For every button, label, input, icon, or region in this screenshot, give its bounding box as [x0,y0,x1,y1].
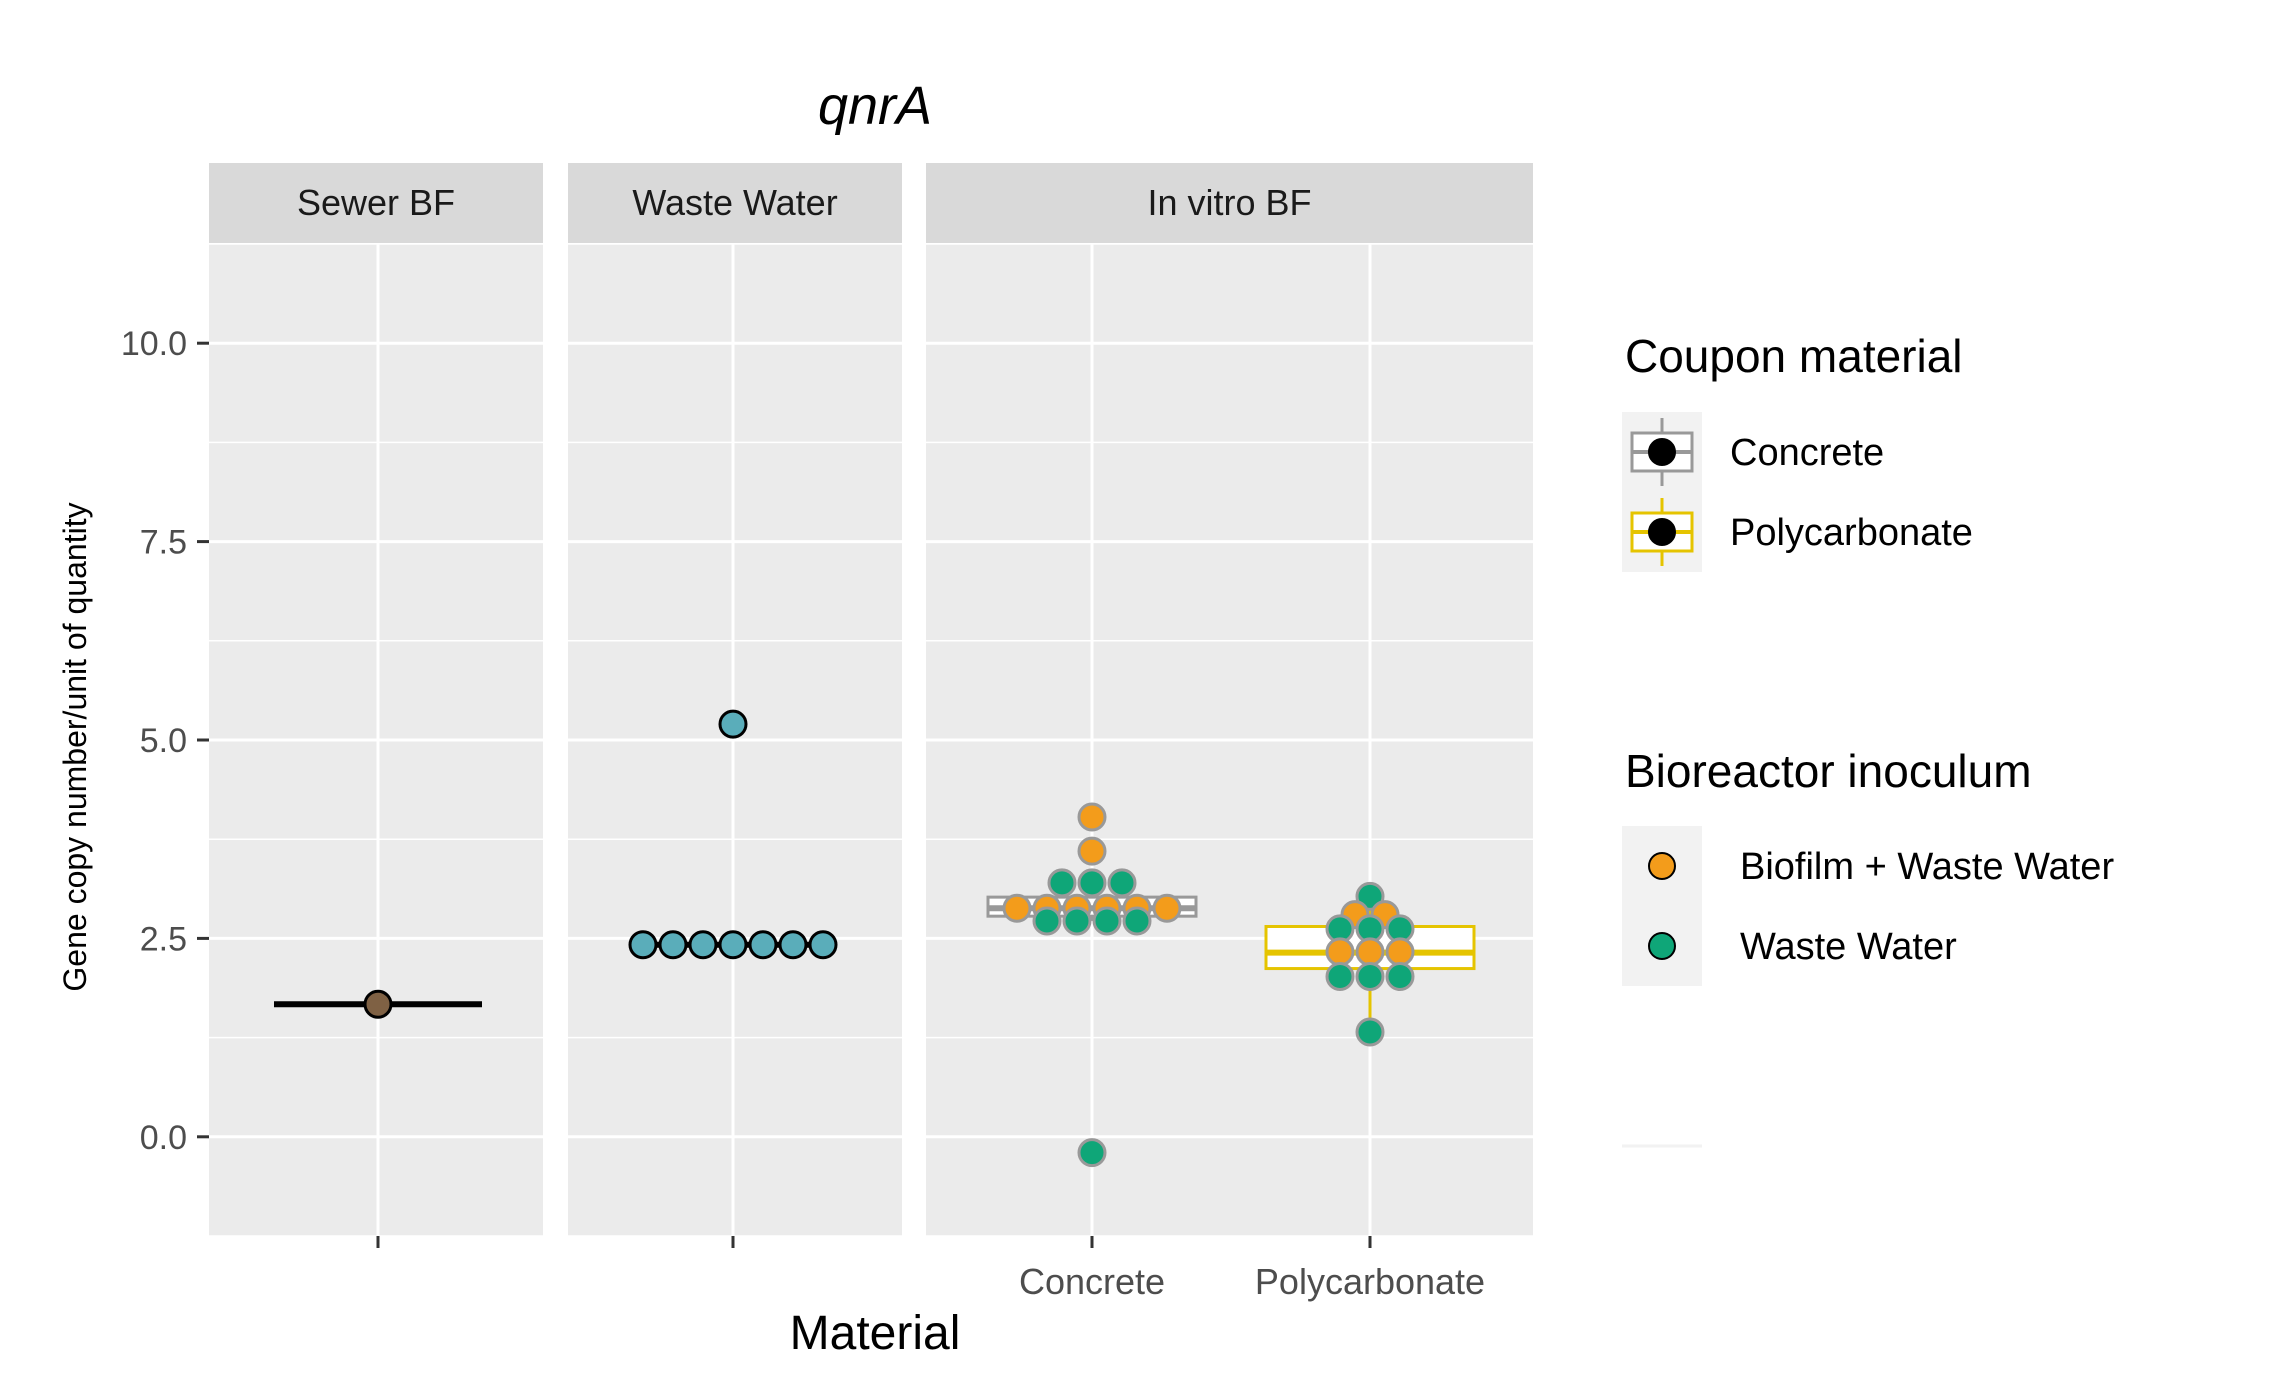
chart-title: qnrA [818,76,932,136]
legend-key-point [1648,438,1676,466]
data-point [1355,881,1385,911]
x-axis-title: Material [790,1307,961,1360]
data-point [363,989,393,1019]
data-point [808,930,838,960]
data-point [1107,868,1137,898]
data-point [748,930,778,960]
data-point [1355,937,1385,967]
panels-layer: 0.0 2.5 5.0 7.5 10.0 Sewer BF Waste Water In vi… [121,163,1533,1302]
data-point [658,930,688,960]
y-tick-label: 0.0 [140,1119,187,1157]
data-point [1077,836,1107,866]
facet-panel: Sewer BF [209,163,543,1248]
data-point [1355,1017,1385,1047]
data-point [718,930,748,960]
data-point [1077,802,1107,832]
x-tick-label: Concrete [1019,1261,1165,1302]
data-point [778,930,808,960]
legend-layer: Coupon material Concrete Polycarbonate Bior… [1622,330,2114,1148]
legend-title: Bioreactor inoculum [1625,745,2032,797]
x-tick-label: Polycarbonate [1255,1261,1485,1302]
data-point [1355,961,1385,991]
data-point [1047,868,1077,898]
y-tick-label: 2.5 [140,920,187,958]
data-point [1152,893,1182,923]
facet-strip-label: Sewer BF [297,182,455,223]
data-point [1077,868,1107,898]
legend-key-point [1648,852,1676,880]
y-tick-label: 5.0 [140,722,187,760]
data-point [628,930,658,960]
legend-label: Biofilm + Waste Water [1740,846,2114,888]
legend: Coupon material Concrete Polycarbonate [1622,330,1973,572]
legend-title: Coupon material [1625,330,1963,382]
legend-key-point [1648,518,1676,546]
data-point [1385,961,1415,991]
y-tick-label: 7.5 [140,524,187,562]
legend-label: Polycarbonate [1730,512,1973,554]
facet-panel: Waste Water [568,163,902,1248]
data-point [1092,906,1122,936]
data-point [1062,906,1092,936]
facet-strip-label: In vitro BF [1147,182,1311,223]
legend-key-point [1648,932,1676,960]
data-point [1385,937,1415,967]
legend: Bioreactor inoculum Biofilm + Waste Water… [1622,745,2114,986]
data-point [1032,906,1062,936]
data-point [718,709,748,739]
y-tick-label: 10.0 [121,325,187,363]
data-point [1325,961,1355,991]
data-point [688,930,718,960]
data-point [1122,906,1152,936]
legend-label: Waste Water [1740,926,1957,968]
legend-label: Concrete [1730,432,1884,474]
facet-strip [568,163,902,243]
data-point [1325,937,1355,967]
data-point [1077,1138,1107,1168]
facet-strip [926,163,1533,243]
data-point [1002,893,1032,923]
facet-strip-label: Waste Water [632,182,837,223]
facet-panel: In vitro BF Concrete Polycarbonate [926,163,1533,1302]
facet-strip [209,163,543,243]
y-axis-title: Gene copy number/unit of quantity [57,502,93,991]
